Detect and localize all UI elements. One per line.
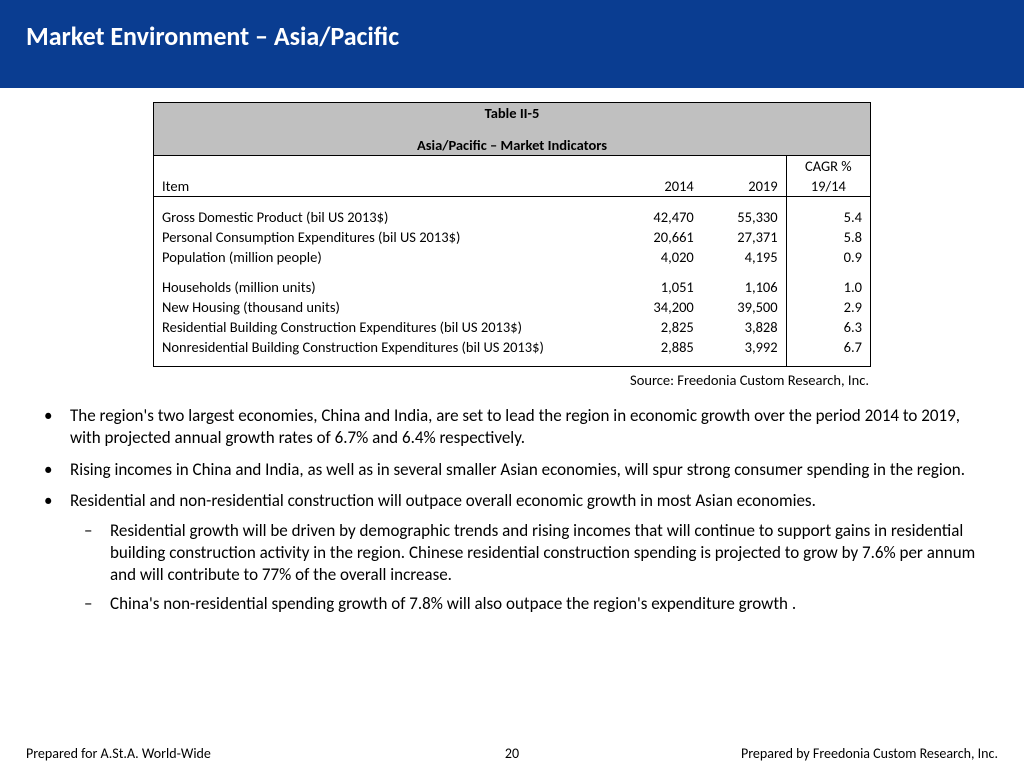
cell-value: 2,885 <box>617 337 701 357</box>
cell-value: 4,195 <box>702 247 786 267</box>
cell-value: 6.3 <box>786 317 870 337</box>
table-row: Residential Building Construction Expend… <box>154 317 871 337</box>
market-indicators-table: Table II-5 Asia/Pacific – Market Indicat… <box>153 102 871 367</box>
cell-item: Residential Building Construction Expend… <box>154 317 618 337</box>
table-container: Table II-5 Asia/Pacific – Market Indicat… <box>153 102 871 389</box>
sub-bullet-item: Residential growth will be driven by dem… <box>70 520 988 585</box>
slide-header: Market Environment – Asia/Pacific <box>0 0 1024 88</box>
col-cagr-top: CAGR % <box>786 156 870 177</box>
cell-value: 1.0 <box>786 277 870 297</box>
sub-bullet-list: Residential growth will be driven by dem… <box>70 520 988 615</box>
table-row: Population (million people)4,0204,1950.9 <box>154 247 871 267</box>
table-row: New Housing (thousand units)34,20039,500… <box>154 297 871 317</box>
table-number: Table II-5 <box>162 104 862 122</box>
cell-value: 39,500 <box>702 297 786 317</box>
bullet-item: The region's two largest economies, Chin… <box>36 405 988 449</box>
table-header-row-1: CAGR % <box>154 156 871 177</box>
bullet-item: Residential and non-residential construc… <box>36 490 988 615</box>
cell-value: 2.9 <box>786 297 870 317</box>
cell-value: 34,200 <box>617 297 701 317</box>
footer-page-number: 20 <box>505 745 519 762</box>
cell-value: 3,828 <box>702 317 786 337</box>
cell-value: 20,661 <box>617 227 701 247</box>
slide-footer: Prepared for A.St.A. World-Wide 20 Prepa… <box>0 745 1024 762</box>
cell-item: Nonresidential Building Construction Exp… <box>154 337 618 357</box>
cell-value: 2,825 <box>617 317 701 337</box>
table-source: Source: Freedonia Custom Research, Inc. <box>153 371 871 389</box>
cell-value: 3,992 <box>702 337 786 357</box>
cell-value: 27,371 <box>702 227 786 247</box>
bullet-text: Residential and non-residential construc… <box>70 490 816 511</box>
cell-item: Households (million units) <box>154 277 618 297</box>
table-row: Gross Domestic Product (bil US 2013$)42,… <box>154 207 871 227</box>
bullet-list: The region's two largest economies, Chin… <box>36 405 988 615</box>
table-title-area: Table II-5 Asia/Pacific – Market Indicat… <box>154 103 871 156</box>
table-row: Personal Consumption Expenditures (bil U… <box>154 227 871 247</box>
bullet-text: The region's two largest economies, Chin… <box>70 405 960 448</box>
cell-item: Personal Consumption Expenditures (bil U… <box>154 227 618 247</box>
sub-bullet-text: Residential growth will be driven by dem… <box>110 520 975 585</box>
sub-bullet-item: China's non-residential spending growth … <box>70 593 988 615</box>
cell-value: 55,330 <box>702 207 786 227</box>
cell-value: 5.4 <box>786 207 870 227</box>
table-caption: Asia/Pacific – Market Indicators <box>162 136 862 154</box>
cell-value: 6.7 <box>786 337 870 357</box>
slide-title: Market Environment – Asia/Pacific <box>26 20 998 52</box>
table-row: Households (million units)1,0511,1061.0 <box>154 277 871 297</box>
cell-item: New Housing (thousand units) <box>154 297 618 317</box>
cell-item: Gross Domestic Product (bil US 2013$) <box>154 207 618 227</box>
cell-value: 42,470 <box>617 207 701 227</box>
col-item: Item <box>154 176 618 197</box>
cell-value: 1,051 <box>617 277 701 297</box>
col-2014: 2014 <box>617 176 701 197</box>
bullet-text: Rising incomes in China and India, as we… <box>70 459 965 480</box>
cell-value: 0.9 <box>786 247 870 267</box>
cell-item: Population (million people) <box>154 247 618 267</box>
cell-value: 5.8 <box>786 227 870 247</box>
table-row: Nonresidential Building Construction Exp… <box>154 337 871 357</box>
footer-left: Prepared for A.St.A. World-Wide <box>26 745 211 762</box>
cell-value: 1,106 <box>702 277 786 297</box>
bullet-item: Rising incomes in China and India, as we… <box>36 459 988 481</box>
footer-right: Prepared by Freedonia Custom Research, I… <box>741 745 998 762</box>
col-cagr-bot: 19/14 <box>786 176 870 197</box>
sub-bullet-text: China's non-residential spending growth … <box>110 593 796 614</box>
col-2019: 2019 <box>702 176 786 197</box>
cell-value: 4,020 <box>617 247 701 267</box>
table-header-row-2: Item 2014 2019 19/14 <box>154 176 871 197</box>
